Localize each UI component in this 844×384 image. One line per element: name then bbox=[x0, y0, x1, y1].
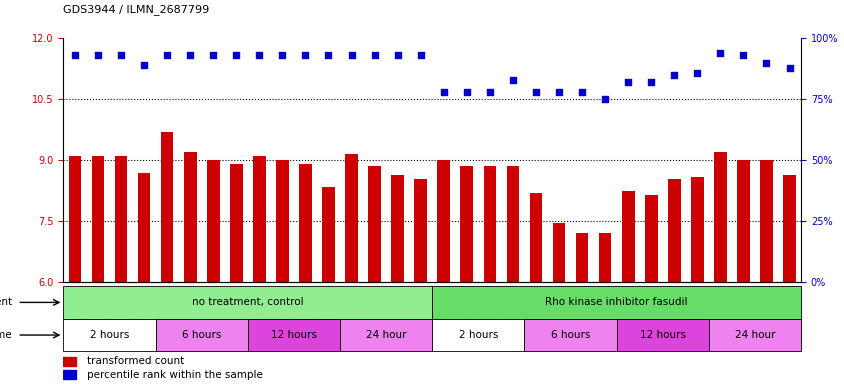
Bar bbox=[736, 161, 749, 282]
Bar bbox=[431, 286, 800, 319]
Point bbox=[644, 79, 657, 85]
Bar bbox=[621, 191, 634, 282]
Bar bbox=[63, 286, 431, 319]
Bar bbox=[460, 166, 473, 282]
Point bbox=[230, 52, 243, 58]
Text: 12 hours: 12 hours bbox=[271, 330, 316, 340]
Bar bbox=[616, 319, 708, 351]
Text: percentile rank within the sample: percentile rank within the sample bbox=[87, 370, 262, 380]
Bar bbox=[437, 161, 450, 282]
Point bbox=[552, 89, 565, 95]
Bar bbox=[524, 319, 616, 351]
Bar bbox=[339, 319, 431, 351]
Point bbox=[459, 89, 473, 95]
Point bbox=[114, 52, 127, 58]
Point bbox=[275, 52, 289, 58]
Bar bbox=[644, 195, 657, 282]
Point bbox=[160, 52, 174, 58]
Text: 6 hours: 6 hours bbox=[181, 330, 221, 340]
Text: agent: agent bbox=[0, 297, 13, 308]
Bar bbox=[529, 193, 542, 282]
Bar bbox=[299, 164, 311, 282]
Point bbox=[620, 79, 634, 85]
Point bbox=[137, 62, 150, 68]
Text: 6 hours: 6 hours bbox=[550, 330, 589, 340]
Point bbox=[759, 60, 772, 66]
Text: 2 hours: 2 hours bbox=[89, 330, 129, 340]
Text: 24 hour: 24 hour bbox=[365, 330, 406, 340]
Bar bbox=[345, 154, 358, 282]
Point bbox=[367, 52, 381, 58]
Bar bbox=[276, 161, 289, 282]
Bar bbox=[63, 319, 155, 351]
Bar bbox=[247, 319, 339, 351]
Text: time: time bbox=[0, 330, 13, 340]
Bar bbox=[690, 177, 703, 282]
Point bbox=[483, 89, 496, 95]
Bar bbox=[575, 233, 587, 282]
Point bbox=[713, 50, 727, 56]
Bar bbox=[91, 156, 104, 282]
Bar bbox=[708, 319, 800, 351]
Point bbox=[598, 96, 611, 103]
Point bbox=[782, 65, 795, 71]
Point bbox=[436, 89, 450, 95]
Point bbox=[344, 52, 358, 58]
Point bbox=[391, 52, 404, 58]
Bar bbox=[230, 164, 242, 282]
Bar bbox=[115, 156, 127, 282]
Bar bbox=[207, 161, 219, 282]
Bar bbox=[391, 175, 403, 282]
Bar bbox=[138, 172, 150, 282]
Bar bbox=[713, 152, 726, 282]
Bar bbox=[506, 166, 518, 282]
Point bbox=[322, 52, 335, 58]
Point bbox=[506, 77, 519, 83]
Point bbox=[528, 89, 542, 95]
Text: GDS3944 / ILMN_2687799: GDS3944 / ILMN_2687799 bbox=[63, 5, 209, 15]
Bar bbox=[368, 166, 381, 282]
Point bbox=[91, 52, 105, 58]
Bar bbox=[598, 233, 611, 282]
Point bbox=[298, 52, 311, 58]
Point bbox=[575, 89, 588, 95]
Text: 24 hour: 24 hour bbox=[733, 330, 774, 340]
Bar bbox=[63, 370, 76, 379]
Bar bbox=[160, 132, 173, 282]
Bar bbox=[155, 319, 247, 351]
Point bbox=[252, 52, 266, 58]
Bar bbox=[322, 187, 334, 282]
Text: no treatment, control: no treatment, control bbox=[192, 297, 303, 308]
Point bbox=[68, 52, 82, 58]
Point bbox=[667, 72, 680, 78]
Point bbox=[206, 52, 219, 58]
Point bbox=[183, 52, 197, 58]
Bar bbox=[184, 152, 197, 282]
Bar bbox=[431, 319, 524, 351]
Point bbox=[736, 52, 749, 58]
Text: transformed count: transformed count bbox=[87, 356, 184, 366]
Text: 12 hours: 12 hours bbox=[639, 330, 685, 340]
Text: 2 hours: 2 hours bbox=[458, 330, 497, 340]
Text: Rho kinase inhibitor fasudil: Rho kinase inhibitor fasudil bbox=[544, 297, 687, 308]
Point bbox=[690, 70, 703, 76]
Bar bbox=[63, 357, 76, 366]
Bar bbox=[552, 223, 565, 282]
Bar bbox=[782, 175, 795, 282]
Bar bbox=[483, 166, 495, 282]
Bar bbox=[667, 179, 679, 282]
Point bbox=[414, 52, 427, 58]
Bar bbox=[414, 179, 426, 282]
Bar bbox=[760, 161, 772, 282]
Bar bbox=[252, 156, 265, 282]
Bar bbox=[68, 156, 81, 282]
